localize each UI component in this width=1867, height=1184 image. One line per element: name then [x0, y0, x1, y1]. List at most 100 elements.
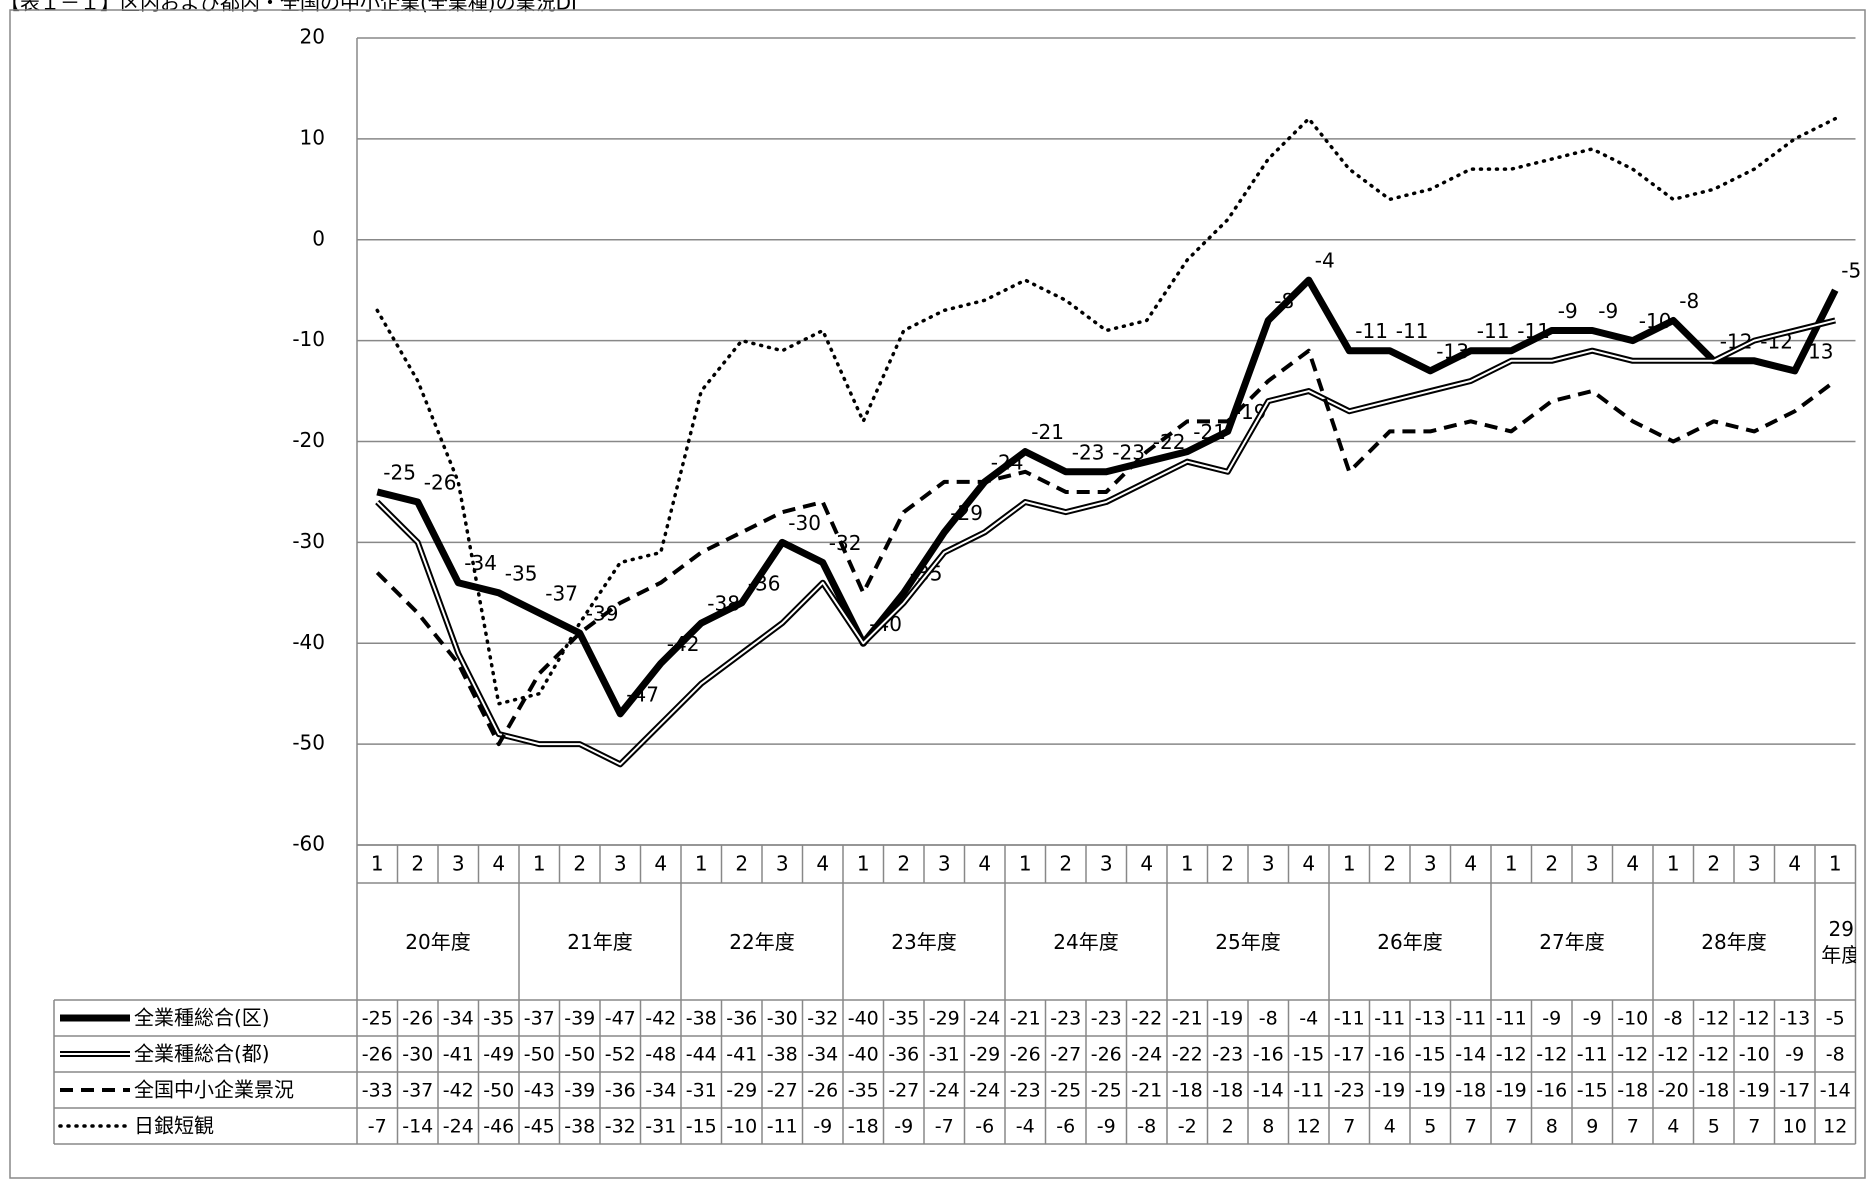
table-cell: -50	[483, 1080, 514, 1102]
x-tick-label: 1	[1829, 852, 1842, 876]
table-cell: -7	[368, 1116, 387, 1138]
x-tick-label: 1	[1019, 852, 1032, 876]
y-tick-label: -20	[292, 428, 325, 452]
data-label: -5	[1841, 259, 1861, 283]
x-tick-label: 3	[1586, 852, 1599, 876]
table-cell: -27	[888, 1080, 919, 1102]
table-cell: -34	[807, 1044, 838, 1066]
table-cell: 7	[1627, 1116, 1639, 1138]
table-cell: -12	[1496, 1044, 1527, 1066]
table-cell: -40	[848, 1008, 879, 1030]
table-cell: -31	[686, 1080, 717, 1102]
x-tick-label: 3	[1100, 852, 1113, 876]
group-label-box: 26年度	[1377, 930, 1442, 954]
table-cell: -9	[1542, 1008, 1561, 1030]
table-cell: -12	[1739, 1008, 1770, 1030]
table-cell: -18	[1698, 1080, 1729, 1102]
y-tick-label: -50	[292, 731, 325, 755]
x-tick-label: 1	[371, 852, 384, 876]
table-cell: -36	[605, 1080, 636, 1102]
data-label: -13	[1436, 339, 1469, 363]
table-cell: -19	[1739, 1080, 1770, 1102]
table-cell: -48	[645, 1044, 676, 1066]
legend-label: 日銀短観	[134, 1114, 214, 1138]
table-cell: 7	[1505, 1116, 1517, 1138]
table-cell: -19	[1212, 1008, 1243, 1030]
table-cell: -23	[1050, 1008, 1081, 1030]
table-cell: -9	[813, 1116, 832, 1138]
table-cell: -18	[1172, 1080, 1203, 1102]
table-cell: -25	[1050, 1080, 1081, 1102]
table-cell: -39	[564, 1080, 595, 1102]
table-cell: -16	[1253, 1044, 1284, 1066]
x-tick-label: 4	[1626, 852, 1639, 876]
x-tick-label: 2	[1059, 852, 1072, 876]
data-label: -10	[1639, 309, 1672, 333]
x-tick-label: 2	[897, 852, 910, 876]
legend-label: 全業種総合(都)	[134, 1042, 270, 1066]
group-label: 25年度	[1215, 929, 1281, 954]
table-cell: -18	[1455, 1080, 1486, 1102]
table-cell: -11	[1577, 1044, 1608, 1066]
group-label-box: 24年度	[1053, 930, 1118, 954]
group-label: 22年度	[729, 929, 795, 954]
x-tick-label: 1	[1343, 852, 1356, 876]
data-label: -11	[1355, 319, 1388, 343]
table-cell: -18	[848, 1116, 879, 1138]
series-line	[375, 116, 1837, 706]
table-cell: -23	[1091, 1008, 1122, 1030]
table-cell: -26	[362, 1044, 393, 1066]
data-label: -36	[748, 571, 781, 595]
table-cell: -31	[929, 1044, 960, 1066]
x-tick-label: 3	[938, 852, 951, 876]
x-tick-label: 2	[1707, 852, 1720, 876]
table-cell: -29	[726, 1080, 757, 1102]
data-label: -47	[626, 682, 659, 706]
table-cell: -37	[524, 1008, 555, 1030]
data-label: -11	[1477, 319, 1510, 343]
table-cell: -11	[1334, 1008, 1365, 1030]
data-label: -21	[1193, 420, 1226, 444]
y-tick-label: -60	[292, 832, 325, 856]
table-cell: -17	[1779, 1080, 1810, 1102]
data-label: -8	[1679, 289, 1699, 313]
table-cell: -23	[1212, 1044, 1243, 1066]
table-cell: -24	[929, 1080, 960, 1102]
table-cell: -32	[807, 1008, 838, 1030]
table-cell: -31	[645, 1116, 676, 1138]
table-cell: -14	[1820, 1080, 1851, 1102]
data-label: -9	[1598, 299, 1618, 323]
group-label: 27年度	[1539, 929, 1605, 954]
table-cell: -23	[1334, 1080, 1365, 1102]
table-cell: -24	[969, 1008, 1000, 1030]
table-cell: -50	[524, 1044, 555, 1066]
y-tick-label: -30	[292, 529, 325, 553]
table-cell: -21	[1172, 1008, 1203, 1030]
table-cell: -11	[1496, 1008, 1527, 1030]
table-cell: -12	[1536, 1044, 1567, 1066]
table-cell: -9	[894, 1116, 913, 1138]
table-cell: 7	[1748, 1116, 1760, 1138]
x-tick-label: 1	[1505, 852, 1518, 876]
table-cell: 9	[1586, 1116, 1598, 1138]
chart-title: 【表１－１】区内および都内・全国の中小企業(全業種)の業況DI	[0, 0, 577, 15]
data-label: -35	[505, 561, 538, 585]
series-line	[376, 319, 1836, 766]
table-cell: -22	[1131, 1008, 1162, 1030]
data-label: -42	[667, 632, 700, 656]
table-cell: -37	[402, 1080, 433, 1102]
data-label: -37	[545, 581, 578, 605]
table-cell: -15	[1293, 1044, 1324, 1066]
table-cell: -43	[524, 1080, 555, 1102]
y-tick-label: 20	[300, 25, 325, 49]
table-cell: -27	[767, 1080, 798, 1102]
table-cell: -14	[402, 1116, 433, 1138]
x-tick-label: 3	[1748, 852, 1761, 876]
group-label-box: 22年度	[729, 929, 795, 954]
table-cell: -42	[443, 1080, 474, 1102]
table-cell: 5	[1708, 1116, 1720, 1138]
data-label: -24	[991, 450, 1024, 474]
table-cell: -9	[1785, 1044, 1804, 1066]
